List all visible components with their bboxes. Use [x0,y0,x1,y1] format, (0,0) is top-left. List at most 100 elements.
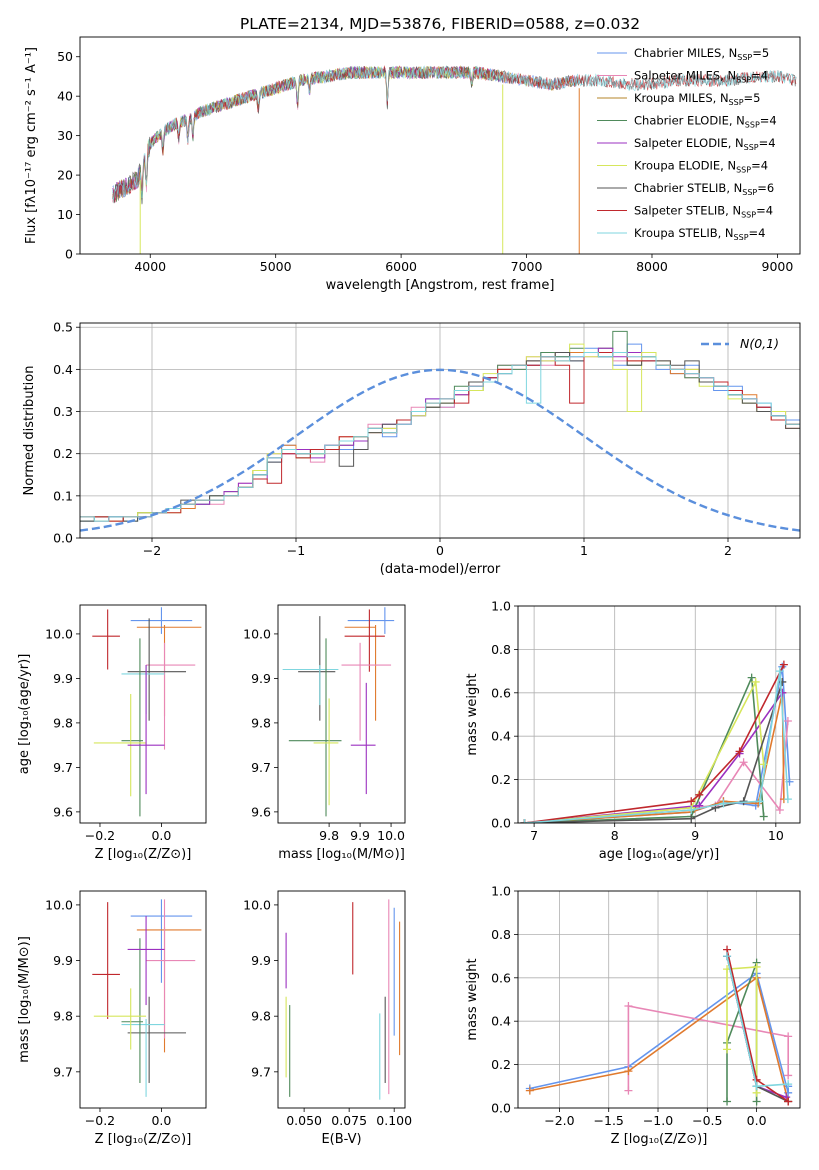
weight-marker [624,1002,633,1011]
x-tick-label: 7 [530,828,538,843]
weight-marker [624,1067,633,1076]
error-bars [92,899,202,1097]
weight-line [524,679,765,823]
weight-marker [759,760,768,769]
mass-weight-vs-age-panel: 7 8 9 10 0.0 0.2 0.4 0.6 0.8 1.0 age [log₁₀(age/yr… [465,599,801,862]
x-tick-label: 8 [611,828,619,843]
x-tick-label: −0.5 [692,1113,722,1128]
x-axis-label: (data-model)/error [380,562,501,577]
y-tick-label: 9.9 [53,671,73,686]
x-tick-label: 0.050 [286,1113,322,1128]
weight-line [529,976,789,1102]
weight-marker [687,797,696,806]
spectrum-line [112,65,502,203]
weight-marker [719,799,728,808]
y-tick-label: 9.8 [53,1009,73,1024]
x-tick-label: 2 [724,543,732,558]
y-tick-label: 0.6 [491,685,511,700]
y-tick-label: 0.4 [491,1014,511,1029]
y-tick-label: 9.9 [53,953,73,968]
legend-label-value: =4 [751,69,768,83]
residuals-panel: −2 −1 0 1 2 0.0 0.1 0.2 0.3 0.4 0.5 (data-model)/er… [22,320,801,577]
weight-marker [751,677,760,686]
x-tick-label: 0.100 [376,1113,412,1128]
weight-marker [752,962,761,971]
age-vs-Z-panel: −0.2 0.0 9.6 9.7 9.8 9.9 10.0 Z [log₁₀(Z/Z⊙)] ag… [17,604,207,862]
weight-marker [695,790,704,799]
mass-weight-vs-Z-panel: −2.0 −1.5 −1.0 −0.5 0.0 0.0 0.2 0.4 0.6 0.8 1.0 Z [… [465,884,801,1147]
x-tick-label: 9000 [762,259,794,274]
legend-label-value: =5 [744,91,761,105]
y-tick-label: 9.9 [251,953,271,968]
weight-marker [775,667,784,676]
weight-marker [784,1097,793,1106]
legend-label-name: Kroupa MILES, N [634,91,729,105]
weight-marker [778,677,787,686]
weight-marker [784,1071,793,1080]
legend-label: Chabrier MILES, NSSP=5 [634,46,769,62]
weight-lines [525,945,793,1106]
x-tick-label: −1 [287,543,305,558]
x-tick-label: 10.0 [377,828,405,843]
x-tick-label: 0.0 [151,828,171,843]
spectrum-line [112,65,580,202]
y-tick-label: 10.0 [45,897,73,912]
x-axis-label: wavelength [Angstrom, rest frame] [326,278,555,293]
weight-marker [723,1045,732,1054]
histogram-step [80,347,800,522]
x-axis-label: age [log₁₀(age/yr)] [599,847,720,862]
legend-label: Kroupa ELODIE, NSSP=4 [634,159,768,175]
y-tick-label: 1.0 [491,599,511,614]
x-tick-label: −2.0 [544,1113,574,1128]
legend-label-sub: SSP [745,121,760,130]
weight-marker [520,819,529,823]
weight-line [524,670,789,823]
weight-marker [784,1032,793,1041]
error-bars [92,607,202,817]
y-tick-label: 0 [65,247,73,262]
legend-label: Kroupa MILES, NSSP=5 [634,91,760,107]
x-axis-label: Z [log₁₀(Z/Z⊙)] [95,847,192,862]
x-tick-label: 9 [691,828,699,843]
y-axis-label: Flux [fλ10⁻¹⁷ erg cm⁻² s⁻¹ A⁻¹] [24,47,39,244]
legend-label-sub: SSP [734,233,749,242]
weight-marker [739,758,748,767]
y-tick-label: 0.8 [491,927,511,942]
legend-label-name: Salpeter ELODIE, N [634,136,744,150]
x-tick-label: −1.5 [594,1113,624,1128]
y-tick-label: 20 [57,168,73,183]
x-tick-label: 9.8 [319,828,339,843]
y-tick-label: 9.7 [251,760,271,775]
spectrum-line [112,65,797,203]
weight-line [524,666,791,823]
weight-marker [783,795,792,804]
legend-label-value: =4 [759,136,776,150]
weight-marker [747,673,756,682]
legend-label-sub: SSP [736,76,751,85]
y-tick-label: 0.0 [53,531,73,546]
legend-label-value: =5 [752,46,769,60]
legend-label-value: =4 [749,226,766,240]
y-tick-label: 9.9 [251,671,271,686]
x-tick-label: 0 [436,543,444,558]
y-tick-label: 9.7 [53,760,73,775]
axes-frame [79,890,207,1109]
y-tick-label: 50 [57,49,73,64]
y-axis-label: mass weight [465,673,480,755]
y-tick-label: 0.4 [53,362,73,377]
x-tick-label: −1.0 [643,1113,673,1128]
spectrum-line [112,65,797,200]
spectrum-line [112,65,502,204]
histogram-step [80,347,800,522]
y-tick-label: 0.3 [53,404,73,419]
x-tick-label: −0.2 [85,828,115,843]
y-tick-label: 9.6 [251,804,271,819]
y-tick-label: 10.0 [243,626,271,641]
y-tick-label: 0.2 [53,446,73,461]
weight-marker [687,805,696,814]
histogram-step [80,352,800,522]
y-tick-label: 0.8 [491,642,511,657]
x-tick-label: 8000 [636,259,668,274]
legend-label: N(0,1) [740,336,779,351]
